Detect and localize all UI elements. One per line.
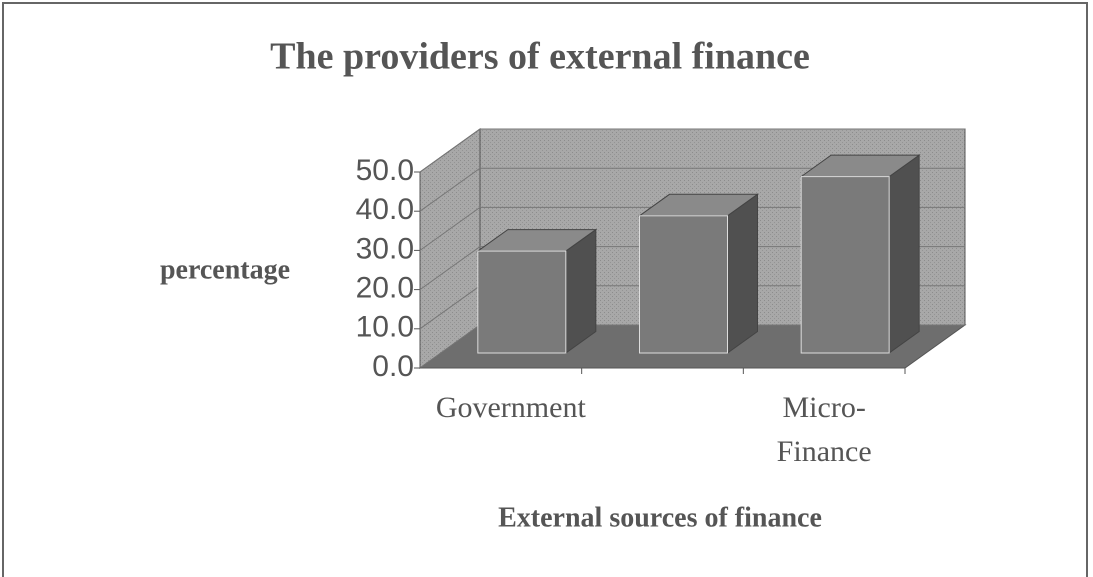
bar-side [727, 193, 758, 354]
chart-title: The providers of external finance [270, 36, 810, 78]
y-tick-label: 40.0 [356, 193, 414, 226]
x-tick-label: Micro-Finance [776, 391, 872, 468]
bar [477, 250, 567, 354]
x-tick-label: Government [435, 391, 586, 424]
y-tick-label: 10.0 [356, 311, 414, 344]
y-tick-label: 20.0 [356, 272, 414, 305]
grid-line [419, 167, 965, 212]
y-tick-label: 0.0 [372, 350, 414, 383]
y-tick-label: 50.0 [356, 154, 414, 187]
bar-side [888, 154, 920, 354]
y-axis-label: percentage [160, 254, 290, 285]
y-tick-label: 30.0 [356, 232, 414, 265]
grid-line [419, 128, 965, 173]
bar [639, 215, 728, 354]
bar [800, 176, 890, 354]
x-axis-label: External sources of finance [498, 502, 822, 533]
